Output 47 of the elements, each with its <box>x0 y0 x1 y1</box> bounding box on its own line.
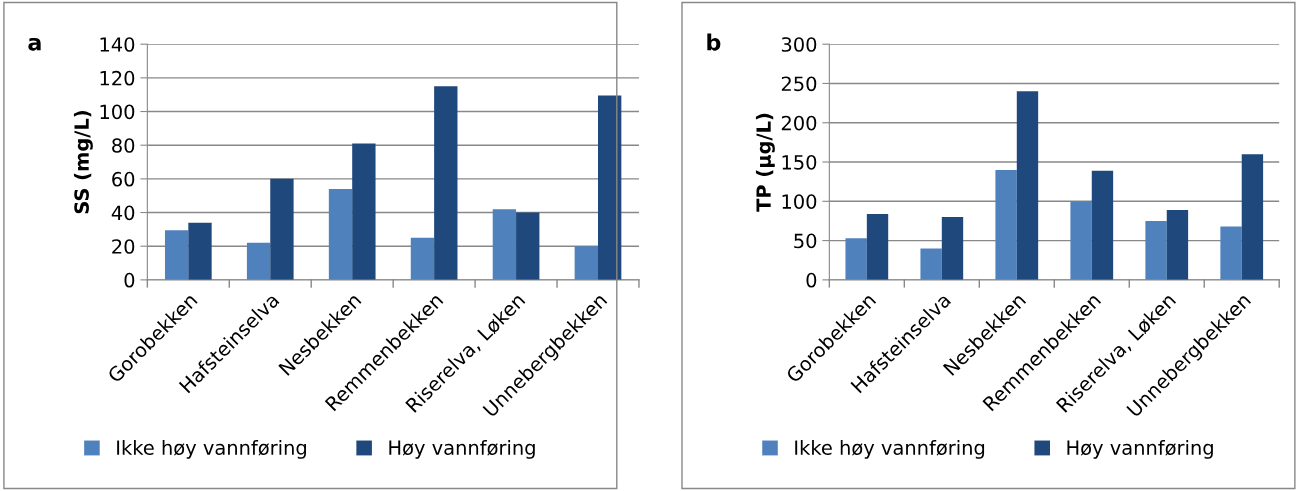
bar <box>328 188 353 280</box>
text: b <box>707 33 721 51</box>
bar <box>1241 154 1264 280</box>
bar <box>1016 91 1039 280</box>
bar <box>866 213 889 280</box>
bar <box>246 242 271 280</box>
bar <box>574 246 598 280</box>
legend-label: Ikke høy vannføring <box>117 439 306 459</box>
bar <box>1070 201 1092 280</box>
y-axis-title: SS (mg/L) <box>73 111 93 214</box>
y-tick-label: 150 <box>782 154 817 170</box>
bar <box>352 143 376 280</box>
bar <box>1220 226 1242 280</box>
y-tick-label: 120 <box>100 70 135 86</box>
y-tick-label: 60 <box>112 171 135 187</box>
legend-label: Høy vannføring <box>389 439 535 459</box>
bar <box>1091 170 1114 280</box>
y-tick-label: 80 <box>112 138 135 153</box>
y-tick-label: 140 <box>100 37 135 52</box>
legend-label: Ikke høy vannføring <box>795 439 985 459</box>
bar <box>434 86 458 280</box>
bar <box>845 238 867 280</box>
bar <box>188 222 212 280</box>
y-tick-label: 0 <box>806 272 817 288</box>
y-tick-label: 0 <box>124 272 135 288</box>
legend-label: Høy vannføring <box>1067 439 1213 459</box>
text: a <box>28 37 41 51</box>
bar <box>410 237 435 280</box>
y-tick-label: 200 <box>781 115 817 131</box>
bar <box>164 230 189 280</box>
y-axis-title: TP (µg/L) <box>755 113 775 212</box>
bar <box>492 209 517 280</box>
bar <box>1145 220 1167 280</box>
bar <box>941 217 964 280</box>
y-tick-label: 100 <box>782 194 817 209</box>
bar <box>270 178 294 280</box>
bar <box>597 95 622 280</box>
bar <box>920 248 942 280</box>
y-tick-label: 20 <box>112 239 135 254</box>
y-tick-label: 250 <box>781 76 817 92</box>
y-tick-label: 100 <box>100 104 135 120</box>
y-tick-label: 40 <box>111 205 135 221</box>
bar <box>995 169 1017 280</box>
y-tick-label: 300 <box>781 37 817 52</box>
bar <box>516 212 540 280</box>
bar <box>1166 209 1189 280</box>
y-tick-label: 50 <box>794 233 817 249</box>
